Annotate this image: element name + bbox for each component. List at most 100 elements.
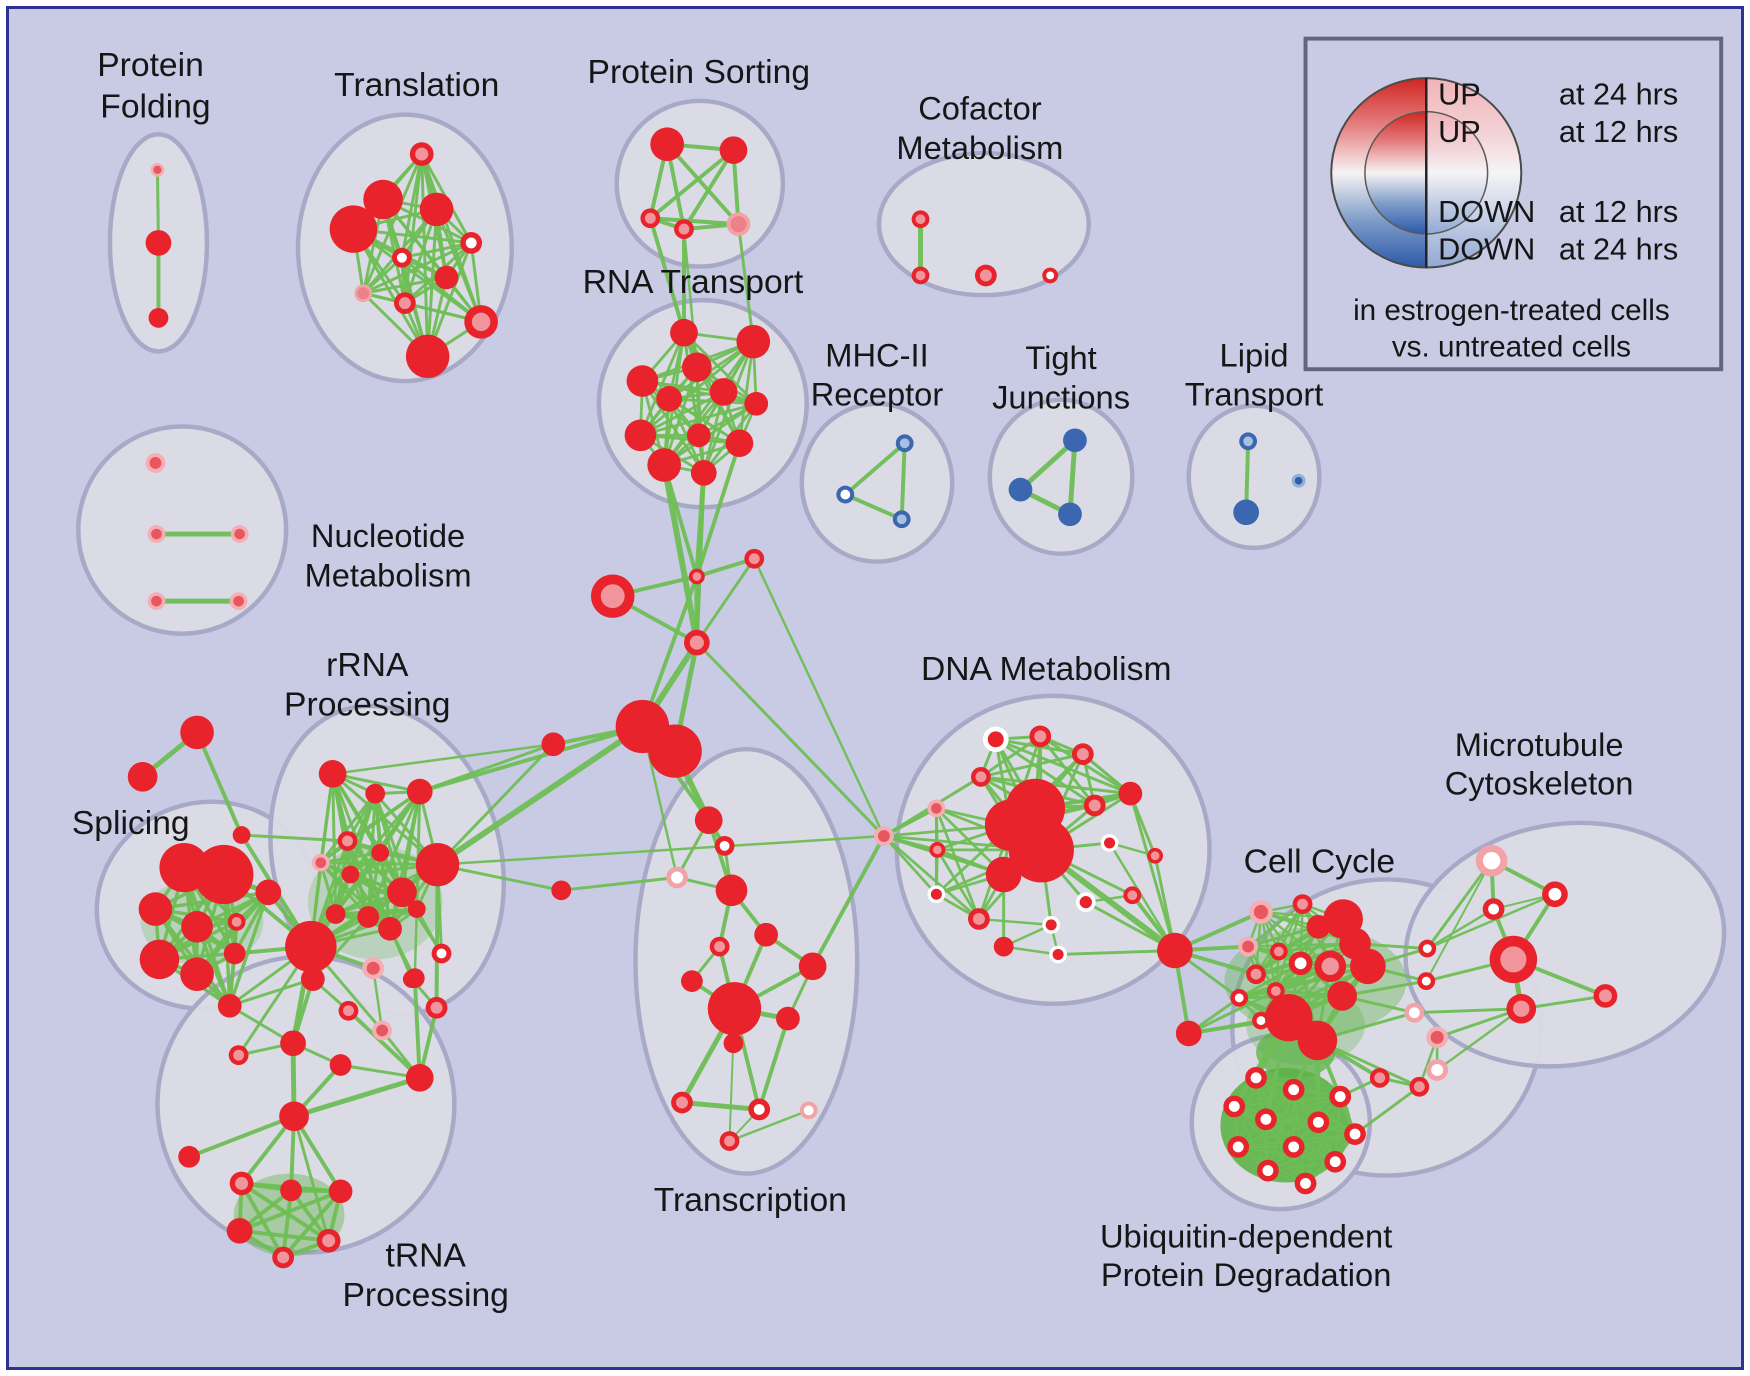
node-t7 xyxy=(434,265,459,290)
node-cf1 xyxy=(911,210,930,229)
network-nodes xyxy=(127,127,1618,1269)
node-tc5 xyxy=(754,922,779,947)
node-r20 xyxy=(338,1000,359,1021)
node-tc13 xyxy=(748,1098,771,1121)
node-pf3 xyxy=(148,308,169,328)
node-cf2 xyxy=(911,266,930,285)
node-c17 xyxy=(1327,981,1357,1011)
node-rt3 xyxy=(626,365,659,397)
node-gw xyxy=(1157,932,1193,969)
node-sp6 xyxy=(227,913,246,931)
node-c10 xyxy=(1314,950,1347,983)
node-c22 xyxy=(1426,1026,1449,1049)
node-n3 xyxy=(329,1054,352,1076)
node-r9 xyxy=(387,877,417,908)
node-t2 xyxy=(363,179,403,220)
node-tc1 xyxy=(714,836,735,856)
node-m5 xyxy=(1506,993,1537,1024)
node-r8 xyxy=(415,842,460,887)
node-u8 xyxy=(1227,1136,1250,1158)
node-rt2 xyxy=(736,324,771,359)
node-c1 xyxy=(1249,900,1273,924)
node-ps2 xyxy=(719,136,748,164)
node-u5 xyxy=(1255,1108,1277,1131)
node-c15 xyxy=(1264,993,1313,1042)
node-sp10 xyxy=(217,993,242,1018)
node-tj1 xyxy=(1063,428,1087,453)
node-rt11 xyxy=(647,448,682,482)
node-lt2 xyxy=(1233,499,1260,526)
node-m6 xyxy=(1593,984,1618,1008)
cluster-label: Junctions xyxy=(992,379,1130,416)
node-ps1 xyxy=(650,127,684,161)
node-lt3 xyxy=(1291,473,1306,488)
cluster-label: Folding xyxy=(100,89,210,126)
node-t1 xyxy=(409,142,434,166)
node-ps4 xyxy=(674,219,694,239)
node-ps3 xyxy=(640,208,661,229)
legend-node-inner-left xyxy=(1364,111,1427,235)
node-d14 xyxy=(1147,847,1164,864)
node-r3 xyxy=(406,778,433,805)
node-c21 xyxy=(1404,1002,1425,1023)
node-sp9 xyxy=(223,942,246,965)
cluster-mhc-ii-receptor xyxy=(799,401,955,564)
cluster-label: Processing xyxy=(284,687,450,724)
cluster-nucleotide-metabolism xyxy=(76,424,289,636)
cluster-tight-junctions xyxy=(987,397,1135,556)
node-h1 xyxy=(744,548,765,569)
node-t6 xyxy=(392,247,412,268)
node-r18 xyxy=(300,967,325,991)
legend-down-12-time: at 12 hrs xyxy=(1559,195,1678,229)
node-c24 xyxy=(1409,1076,1430,1097)
node-h3 xyxy=(590,574,635,618)
node-tc2 xyxy=(666,866,688,889)
node-d1 xyxy=(982,726,1009,753)
node-r13 xyxy=(378,916,402,941)
node-r19 xyxy=(402,970,421,989)
node-u3 xyxy=(1329,1085,1352,1108)
node-sp7 xyxy=(139,939,180,980)
node-d5 xyxy=(1118,781,1143,806)
node-lt1 xyxy=(1239,432,1258,451)
node-t8 xyxy=(354,284,373,303)
node-nm5 xyxy=(229,592,248,611)
cluster-cofactor-metabolism xyxy=(876,150,1092,298)
node-h7 xyxy=(541,732,566,757)
node-m1 xyxy=(1475,844,1508,877)
cluster-label: Cell Cycle xyxy=(1244,844,1395,881)
node-c2 xyxy=(1292,894,1313,915)
node-d21 xyxy=(1049,945,1068,964)
cluster-labels: Protein Folding Translation Protein Sorting… xyxy=(72,47,1634,1314)
cluster-label: Ubiquitin-dependent xyxy=(1100,1218,1392,1255)
cluster-label: Transport xyxy=(1185,376,1324,413)
node-c16 xyxy=(1297,1020,1338,1061)
node-u12 xyxy=(1294,1172,1317,1195)
node-h4 xyxy=(683,629,710,656)
node-tc6 xyxy=(709,936,730,957)
node-c23 xyxy=(1369,1067,1390,1088)
node-m3 xyxy=(1482,898,1505,920)
node-u4 xyxy=(1223,1095,1246,1118)
node-u1 xyxy=(1245,1066,1267,1089)
node-rt8 xyxy=(624,419,657,452)
legend-down-24-key: DOWN xyxy=(1438,233,1535,267)
node-nm2 xyxy=(147,525,166,543)
node-d7 xyxy=(1083,794,1106,817)
node-rt12 xyxy=(690,460,717,486)
node-c18 xyxy=(1175,1020,1202,1047)
node-d2 xyxy=(1029,725,1052,748)
node-c12 xyxy=(1266,982,1285,1000)
node-sp3 xyxy=(138,892,173,926)
node-n2 xyxy=(280,1030,306,1057)
node-tc12 xyxy=(671,1091,693,1114)
cluster-label: Lipid xyxy=(1220,336,1289,373)
figure-panel: Protein Folding Translation Protein Sorting… xyxy=(6,6,1744,1370)
network-canvas: Protein Folding Translation Protein Sorting… xyxy=(9,9,1741,1367)
node-u11 xyxy=(1324,1150,1347,1173)
node-x2 xyxy=(127,762,158,792)
node-rt10 xyxy=(725,429,754,458)
node-sp5 xyxy=(181,911,213,943)
node-tj3 xyxy=(1058,502,1082,527)
